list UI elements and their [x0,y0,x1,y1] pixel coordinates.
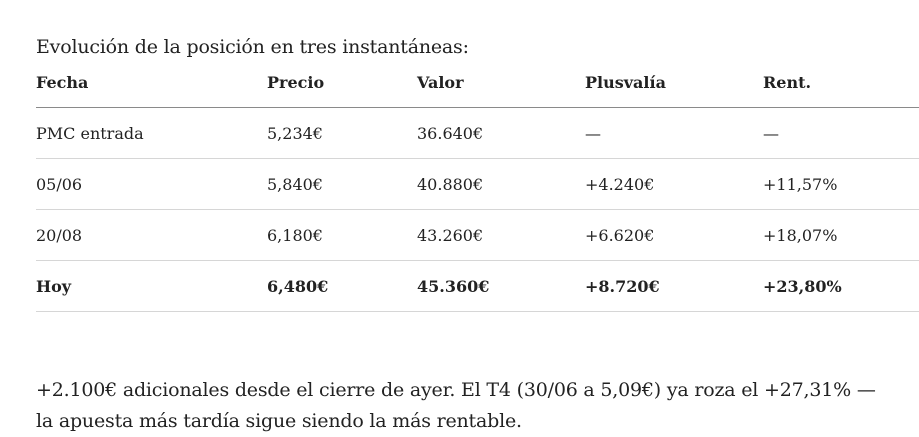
cell-precio: 6,180€ [267,209,417,261]
cell-precio: 6,480€ [267,260,417,312]
cell-plusvalia: +8.720€ [585,260,763,312]
cell-fecha: PMC entrada [36,107,267,159]
header-valor: Valor [417,58,585,108]
cell-plusvalia: +6.620€ [585,209,763,261]
cell-precio: 5,234€ [267,107,417,159]
cell-rentabilidad: — [763,107,919,159]
cell-valor: 36.640€ [417,107,585,159]
cell-valor: 40.880€ [417,158,585,210]
cell-fecha: 05/06 [36,158,267,210]
header-rentabilidad: Rent. [763,58,919,108]
table-row-today: Hoy 6,480€ 45.360€ +8.720€ +23,80% [36,260,919,312]
table-row: PMC entrada 5,234€ 36.640€ — — [36,107,919,159]
header-fecha: Fecha [36,58,267,108]
cell-valor: 43.260€ [417,209,585,261]
cell-plusvalia: — [585,107,763,159]
cell-fecha: Hoy [36,260,267,312]
intro-text: Evolución de la posición en tres instant… [36,36,469,58]
header-precio: Precio [267,58,417,108]
cell-valor: 45.360€ [417,260,585,312]
conclusion-text: +2.100€ adicionales desde el cierre de a… [36,379,876,432]
position-table: Fecha Precio Valor Plusvalía Rent. PMC e… [36,58,919,312]
header-plusvalia: Plusvalía [585,58,763,108]
cell-fecha: 20/08 [36,209,267,261]
table-row: 05/06 5,840€ 40.880€ +4.240€ +11,57% [36,158,919,210]
cell-precio: 5,840€ [267,158,417,210]
cell-rentabilidad: +18,07% [763,209,919,261]
cell-rentabilidad: +23,80% [763,260,919,312]
cell-rentabilidad: +11,57% [763,158,919,210]
cell-plusvalia: +4.240€ [585,158,763,210]
table-header-row: Fecha Precio Valor Plusvalía Rent. [36,58,919,108]
table-row: 20/08 6,180€ 43.260€ +6.620€ +18,07% [36,209,919,261]
